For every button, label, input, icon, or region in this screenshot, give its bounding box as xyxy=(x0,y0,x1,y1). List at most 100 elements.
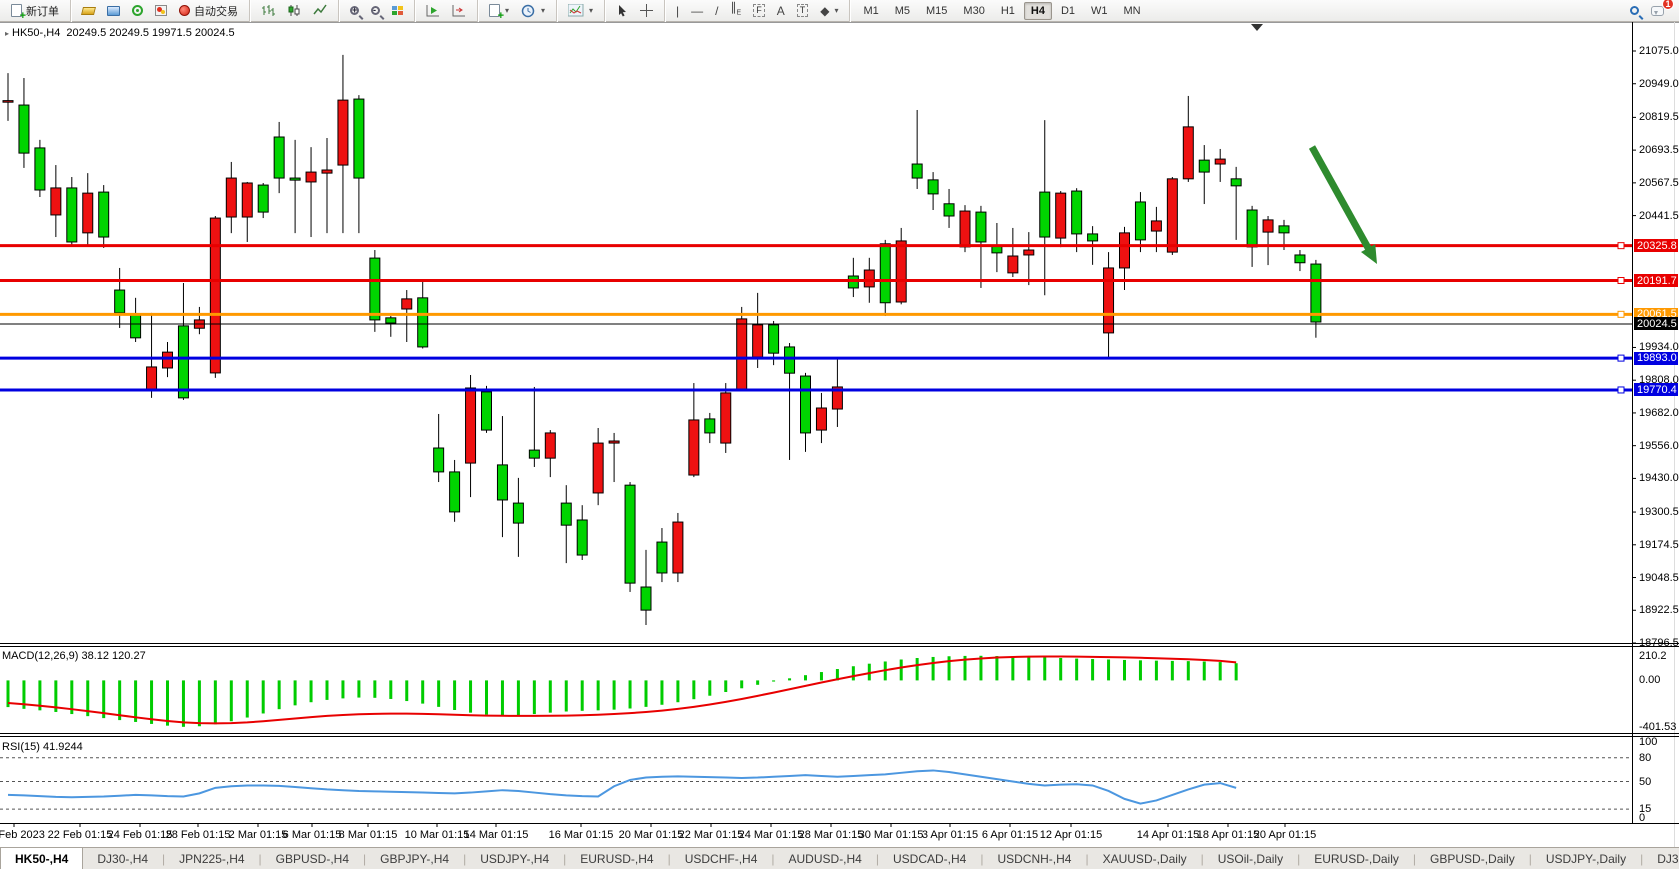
indicators-button[interactable]: ▾ xyxy=(563,1,598,20)
crosshair-button[interactable] xyxy=(635,1,658,20)
price-tick-label: 21075.0 xyxy=(1639,45,1679,57)
timeframe-h1[interactable]: H1 xyxy=(1000,4,1015,17)
fibonacci-button[interactable]: F xyxy=(748,1,770,20)
tab-separator: | xyxy=(1200,851,1204,866)
indicator-group: ▾ xyxy=(557,0,603,22)
candle-body xyxy=(1278,225,1290,234)
objects-group: | — / ∥E F A T ◆ ▾ xyxy=(665,0,848,22)
terminal-button[interactable] xyxy=(150,1,172,20)
auto-scroll-icon xyxy=(426,5,439,17)
tab-dj30-h4[interactable]: DJ30-,H4 xyxy=(97,851,149,866)
macd-histogram-bar xyxy=(1186,661,1190,681)
candle-body xyxy=(1214,158,1226,165)
tab-gbpusd-h4[interactable]: GBPUSD-,H4 xyxy=(275,851,350,866)
chart-canvas[interactable] xyxy=(0,22,1679,847)
rsi-axis-label: 80 xyxy=(1639,751,1652,764)
vline-button[interactable]: | xyxy=(671,1,684,20)
line-handle[interactable] xyxy=(1617,242,1625,250)
chart-shift-marker[interactable] xyxy=(1251,24,1263,31)
timeframe-h4[interactable]: H4 xyxy=(1023,1,1052,20)
chart-area[interactable]: ▸ HK50-,H4 20249.5 20249.5 19971.5 20024.… xyxy=(0,22,1679,847)
tab-xauusd-daily[interactable]: XAUUSD-,Daily xyxy=(1102,851,1187,866)
time-tick-label: 28 Feb 01:15 xyxy=(165,829,231,841)
tab-hk50-h4[interactable]: HK50-,H4 xyxy=(0,848,84,869)
tab-dj30-daily[interactable]: DJ30-,Daily xyxy=(1657,851,1679,866)
tab-usdcnh-h4[interactable]: USDCNH-,H4 xyxy=(997,851,1072,866)
timeframe-m30[interactable]: M30 xyxy=(963,4,985,17)
timeframe-mn[interactable]: MN xyxy=(1123,4,1141,17)
chat-button[interactable]: 1 xyxy=(1646,0,1674,20)
arrows-tool-button[interactable]: ◆ ▾ xyxy=(815,1,843,20)
time-tick-label: 6 Apr 01:15 xyxy=(981,829,1039,841)
new-chart-button[interactable]: + ▾ xyxy=(484,1,514,22)
tab-audusd-h4[interactable]: AUDUSD-,H4 xyxy=(788,851,862,866)
market-watch-button[interactable] xyxy=(102,1,125,20)
macd-histogram-bar xyxy=(38,680,42,711)
candle-body xyxy=(943,203,955,217)
tab-gbpjpy-h4[interactable]: GBPJPY-,H4 xyxy=(380,851,450,866)
zoom-out-button[interactable]: - xyxy=(366,1,385,20)
candle-body xyxy=(592,442,604,494)
tab-eurusd-daily[interactable]: EURUSD-,Daily xyxy=(1314,851,1399,866)
trend-arrow-head[interactable] xyxy=(1361,244,1377,264)
candle-body xyxy=(496,464,508,501)
line-chart-button[interactable] xyxy=(308,1,332,20)
timeframe-m15[interactable]: M15 xyxy=(926,4,948,17)
timeframe-m5[interactable]: M5 xyxy=(894,4,911,17)
chart-shift-button[interactable] xyxy=(447,1,471,20)
autotrading-icon xyxy=(179,5,190,16)
tile-windows-button[interactable] xyxy=(387,1,408,20)
label-button[interactable]: T xyxy=(792,1,814,20)
line-handle[interactable] xyxy=(1617,354,1625,362)
line-handle[interactable] xyxy=(1617,386,1625,394)
signals-button[interactable] xyxy=(127,1,148,20)
tab-usdjpy-h4[interactable]: USDJPY-,H4 xyxy=(480,851,550,866)
time-tick-label: 28 Mar 01:15 xyxy=(798,829,864,841)
time-tick-label: 12 Apr 01:15 xyxy=(1039,829,1103,841)
hline-button[interactable]: — xyxy=(686,1,708,20)
macd-histogram-bar xyxy=(532,680,536,715)
text-button[interactable]: A xyxy=(772,1,790,20)
autotrading-button[interactable]: 自动交易 xyxy=(174,1,243,20)
periods-button[interactable]: ▾ xyxy=(516,1,550,20)
symbol-search-button[interactable] xyxy=(1625,1,1644,20)
tab-eurusd-h4[interactable]: EURUSD-,H4 xyxy=(580,851,654,866)
line-handle[interactable] xyxy=(1617,310,1625,318)
styles-button[interactable] xyxy=(77,1,100,20)
line-handle[interactable] xyxy=(1617,277,1625,285)
timeframe-d1[interactable]: D1 xyxy=(1060,4,1076,17)
timeframe-m1[interactable]: M1 xyxy=(863,4,879,17)
candle-body xyxy=(544,432,556,459)
price-tick-label: 19556.0 xyxy=(1639,439,1679,452)
candle-body xyxy=(863,269,875,288)
tab-usdjpy-daily[interactable]: USDJPY-,Daily xyxy=(1545,851,1627,866)
cursor-button[interactable] xyxy=(611,1,633,20)
candle-body xyxy=(225,177,237,218)
rsi-axis-label: 0 xyxy=(1639,812,1646,824)
trend-arrow[interactable] xyxy=(1308,145,1376,257)
chat-icon xyxy=(1651,5,1664,16)
tab-separator: | xyxy=(667,851,671,866)
bar-chart-button[interactable] xyxy=(256,1,280,20)
tab-usoil-daily[interactable]: USOil-,Daily xyxy=(1217,851,1284,866)
new-order-button[interactable]: + 新订单 xyxy=(6,1,64,22)
timeframe-w1[interactable]: W1 xyxy=(1091,4,1108,17)
trendline-button[interactable]: / xyxy=(710,1,723,20)
tab-usdcad-h4[interactable]: USDCAD-,H4 xyxy=(892,851,967,866)
macd-histogram-bar xyxy=(915,657,919,681)
zoom-out-icon: - xyxy=(371,5,385,20)
tab-jpn225-h4[interactable]: JPN225-,H4 xyxy=(179,851,245,866)
candle-body xyxy=(1119,232,1130,269)
tab-gbpusd-daily[interactable]: GBPUSD-,Daily xyxy=(1430,851,1515,866)
macd-histogram-bar xyxy=(229,680,233,722)
candle-body xyxy=(975,211,987,243)
zoom-in-button[interactable]: + xyxy=(345,1,364,20)
price-tag: 20024.5 xyxy=(1634,317,1678,331)
time-tick-label: 30 Mar 01:15 xyxy=(858,829,924,841)
candlestick-chart-button[interactable] xyxy=(282,1,306,20)
channel-button[interactable]: ∥E xyxy=(726,1,747,20)
zoom-group: + - xyxy=(339,0,413,22)
macd-histogram-bar xyxy=(150,680,154,724)
tab-usdchf-h4[interactable]: USDCHF-,H4 xyxy=(684,851,758,866)
auto-scroll-button[interactable] xyxy=(421,1,445,20)
